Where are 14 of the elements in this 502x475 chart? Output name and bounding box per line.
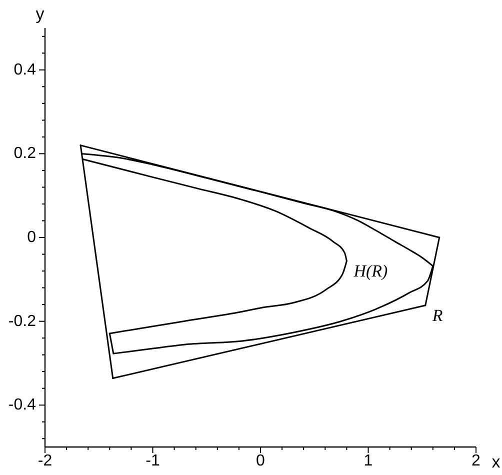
y-tick-label: 0: [27, 229, 36, 246]
x-tick-label: -1: [146, 452, 160, 470]
x-tick-label: 2: [472, 452, 481, 470]
y-axis-title: y: [36, 4, 45, 24]
y-tick-label: -0.2: [8, 312, 36, 330]
y-tick-label: 0.2: [14, 145, 36, 162]
y-tick-label: 0.4: [14, 61, 36, 78]
x-tick-label: 0: [256, 452, 266, 470]
series-label: R: [431, 306, 444, 325]
series-label: H(R): [352, 261, 388, 280]
x-tick-label: 1: [364, 452, 373, 470]
y-tick-label: -0.4: [8, 396, 36, 414]
x-axis-title: x: [492, 452, 501, 472]
x-tick-label: -2: [38, 452, 52, 470]
